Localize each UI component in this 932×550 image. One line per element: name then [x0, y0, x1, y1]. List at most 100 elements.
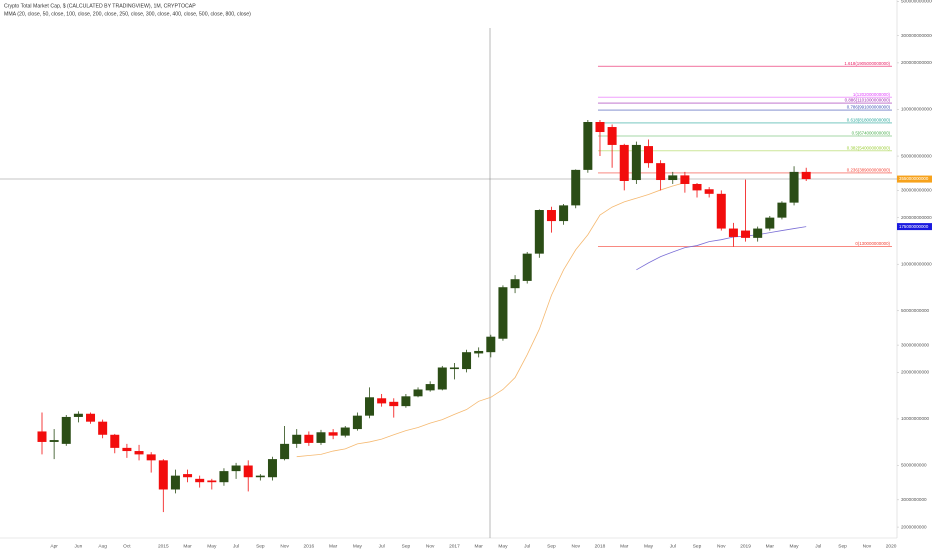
x-tick-label: Jul: [524, 543, 530, 549]
candle-body: [352, 415, 362, 430]
candle-body: [571, 169, 581, 206]
x-tick-label: Jul: [379, 543, 385, 549]
candles: [37, 120, 811, 513]
y-tick-label: 500000000000: [901, 153, 932, 158]
ma-price-tag: [897, 223, 932, 231]
candle-body: [122, 447, 132, 452]
x-tick-label: Sep: [838, 543, 847, 549]
y-tick-label: 5000000000000: [901, 0, 932, 4]
candle-body: [522, 253, 532, 281]
candle-body: [474, 350, 484, 354]
y-tick-label: 5000000000: [901, 463, 927, 468]
candle-body: [37, 431, 47, 442]
candle-body: [704, 189, 714, 194]
x-tick-label: Nov: [426, 543, 435, 549]
y-tick-label: 2000000000: [901, 524, 927, 529]
candle-body: [340, 427, 350, 436]
y-tick-label: 30000000000: [901, 342, 930, 347]
candle-body: [595, 121, 605, 133]
candle-body: [449, 367, 459, 370]
candle-body: [280, 443, 290, 460]
x-tick-label: 2016: [304, 543, 315, 549]
candle-body: [437, 367, 447, 390]
y-tick-label: 100000000000: [901, 261, 932, 266]
x-tick-label: Jul: [670, 543, 676, 549]
axes: 2000000000 3000000000 5000000000 1000000000…: [50, 0, 932, 549]
candle-body: [462, 352, 472, 370]
ma-line: [636, 226, 807, 271]
candle-body: [110, 434, 120, 448]
x-tick-label: Mar: [620, 543, 629, 549]
candle-body: [789, 171, 799, 203]
x-tick-label: Nov: [717, 543, 726, 549]
x-tick-label: Nov: [863, 543, 872, 549]
candle-body: [607, 127, 617, 145]
candle-body: [534, 210, 544, 254]
x-tick-label: Apr: [50, 543, 58, 549]
x-tick-label: Aug: [98, 543, 107, 549]
candle-body: [753, 228, 763, 238]
level-label: 0.786(991000000000): [847, 105, 891, 110]
level-label: 0.382(540000000000): [847, 146, 891, 151]
candle-body: [389, 401, 399, 407]
candle-body: [255, 475, 265, 478]
x-tick-label: May: [644, 543, 654, 549]
x-tick-label: Sep: [693, 543, 702, 549]
candle-body: [231, 465, 241, 472]
candle-body: [267, 459, 277, 478]
candle-body: [741, 230, 751, 238]
x-tick-label: Jul: [233, 543, 239, 549]
x-tick-label: Mar: [475, 543, 484, 549]
y-tick-label: 50000000000: [901, 308, 930, 313]
candle-body: [86, 413, 96, 422]
x-tick-label: Sep: [547, 543, 556, 549]
y-tick-label: 300000000000: [901, 188, 932, 193]
candle-body: [61, 416, 71, 444]
candle-body: [170, 475, 180, 490]
candle-body: [316, 432, 326, 443]
chart-title: Crypto Total Market Cap, $ (CALCULATED B…: [4, 3, 196, 9]
candle-body: [656, 163, 666, 181]
x-tick-label: Mar: [329, 543, 338, 549]
candle-body: [98, 421, 108, 435]
candle-body: [183, 474, 193, 478]
candle-body: [425, 384, 435, 391]
x-tick-label: 2018: [595, 543, 606, 549]
x-tick-label: Nov: [280, 543, 289, 549]
moving-averages: [296, 182, 807, 458]
x-tick-label: May: [498, 543, 508, 549]
x-tick-label: 2015: [158, 543, 169, 549]
y-tick-label: 3000000000000: [901, 33, 932, 38]
candle-body: [583, 121, 593, 170]
fib-levels: 1.618(1905000000000) 1(1202000000000)0.88…: [597, 61, 892, 247]
candle-body: [716, 193, 726, 229]
indicator-legend: MMA (20, close, 50, close, 100, close, 2…: [4, 11, 251, 17]
candle-body: [304, 434, 314, 443]
candle-body: [728, 228, 738, 237]
candle-body: [377, 398, 387, 404]
candle-body: [401, 396, 411, 407]
candle-body: [668, 175, 678, 181]
level-label: 1.618(1905000000000): [844, 61, 890, 66]
candle-body: [510, 279, 520, 289]
candle-body: [801, 171, 811, 180]
candle-body: [243, 465, 253, 478]
candle-body: [765, 217, 775, 229]
level-label: 1(1202000000000): [853, 92, 891, 97]
x-tick-label: May: [790, 543, 800, 549]
candle-body: [777, 202, 787, 218]
x-tick-label: May: [207, 543, 217, 549]
x-tick-label: 2019: [740, 543, 751, 549]
candle-body: [134, 451, 144, 455]
candle-body: [486, 336, 496, 353]
price-tags: 355000000000 175000000000: [897, 175, 932, 231]
last-price-tag: [897, 175, 932, 183]
y-tick-label: 200000000000: [901, 215, 932, 220]
candle-body: [619, 144, 629, 181]
x-tick-label: Mar: [183, 543, 192, 549]
y-tick-label: 20000000000: [901, 370, 930, 375]
y-tick-label: 3000000000: [901, 497, 927, 502]
x-tick-label: Sep: [402, 543, 411, 549]
